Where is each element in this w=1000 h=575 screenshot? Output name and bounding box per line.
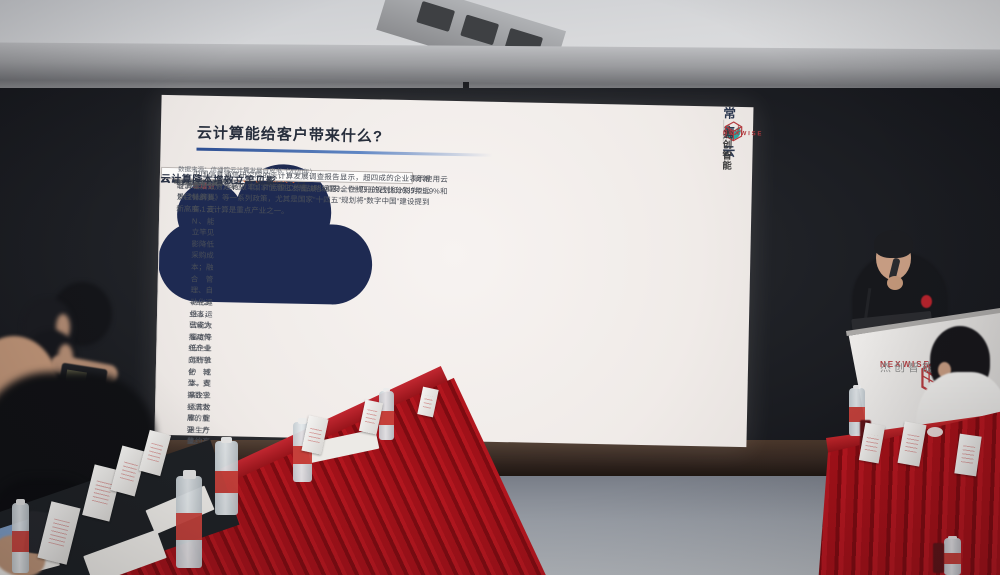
water-bottle: [176, 470, 202, 568]
red-drink-bottle: [933, 543, 944, 573]
water-bottle: [12, 498, 29, 573]
nexwise-cube-icon: [724, 120, 743, 141]
red-corsage: [921, 295, 932, 308]
title-underline: [196, 147, 493, 157]
water-bottle: [944, 535, 961, 575]
podium-logo-en: NEXWISE: [880, 360, 931, 369]
vent-slat: [460, 14, 500, 46]
presenter-hand: [887, 276, 903, 290]
podium-logo-cn: 杰创智能: [880, 362, 936, 374]
water-bottle: [379, 388, 394, 440]
slide-title: 云计算能给客户带来什么?: [196, 124, 384, 146]
glass: [927, 427, 943, 437]
water-bottle: [215, 436, 238, 515]
vent-slat: [416, 0, 456, 32]
nexwise-en: NEXWISE: [722, 130, 764, 138]
presenter-hair: [874, 230, 913, 258]
projected-slide: 云计算能给客户带来什么? 常青云 杰创智能 N: [154, 94, 763, 469]
rpara1-text: 显著，云计算具有1变N、能立竿见影降低采购成本；融合管理、自动化运维&运营能大幅…: [187, 170, 216, 470]
